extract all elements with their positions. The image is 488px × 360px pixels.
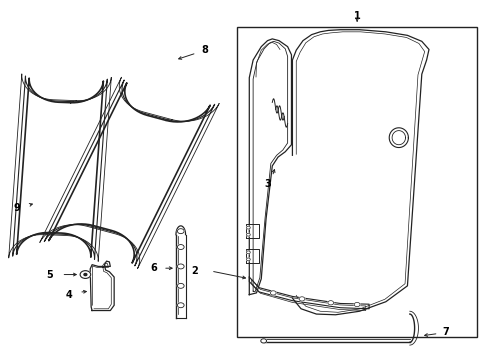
Circle shape	[246, 226, 250, 229]
Text: 2: 2	[190, 266, 197, 276]
Circle shape	[246, 233, 250, 236]
Text: 4: 4	[65, 290, 72, 300]
Text: 7: 7	[442, 327, 448, 337]
Circle shape	[260, 339, 266, 343]
Circle shape	[270, 291, 276, 295]
Circle shape	[177, 229, 184, 234]
Bar	[237, 27, 476, 337]
Circle shape	[177, 264, 184, 269]
Circle shape	[327, 301, 333, 305]
Circle shape	[177, 244, 184, 249]
Text: 1: 1	[353, 11, 360, 21]
Text: 8: 8	[202, 45, 208, 55]
Text: 9: 9	[14, 203, 20, 213]
Circle shape	[246, 258, 250, 261]
Text: 5: 5	[46, 270, 53, 280]
Text: 3: 3	[264, 179, 270, 189]
Circle shape	[80, 271, 90, 278]
Circle shape	[353, 302, 359, 307]
Circle shape	[177, 303, 184, 308]
Circle shape	[177, 283, 184, 288]
Circle shape	[246, 251, 250, 254]
Circle shape	[84, 274, 87, 276]
Circle shape	[299, 297, 304, 301]
Text: 6: 6	[150, 263, 157, 273]
